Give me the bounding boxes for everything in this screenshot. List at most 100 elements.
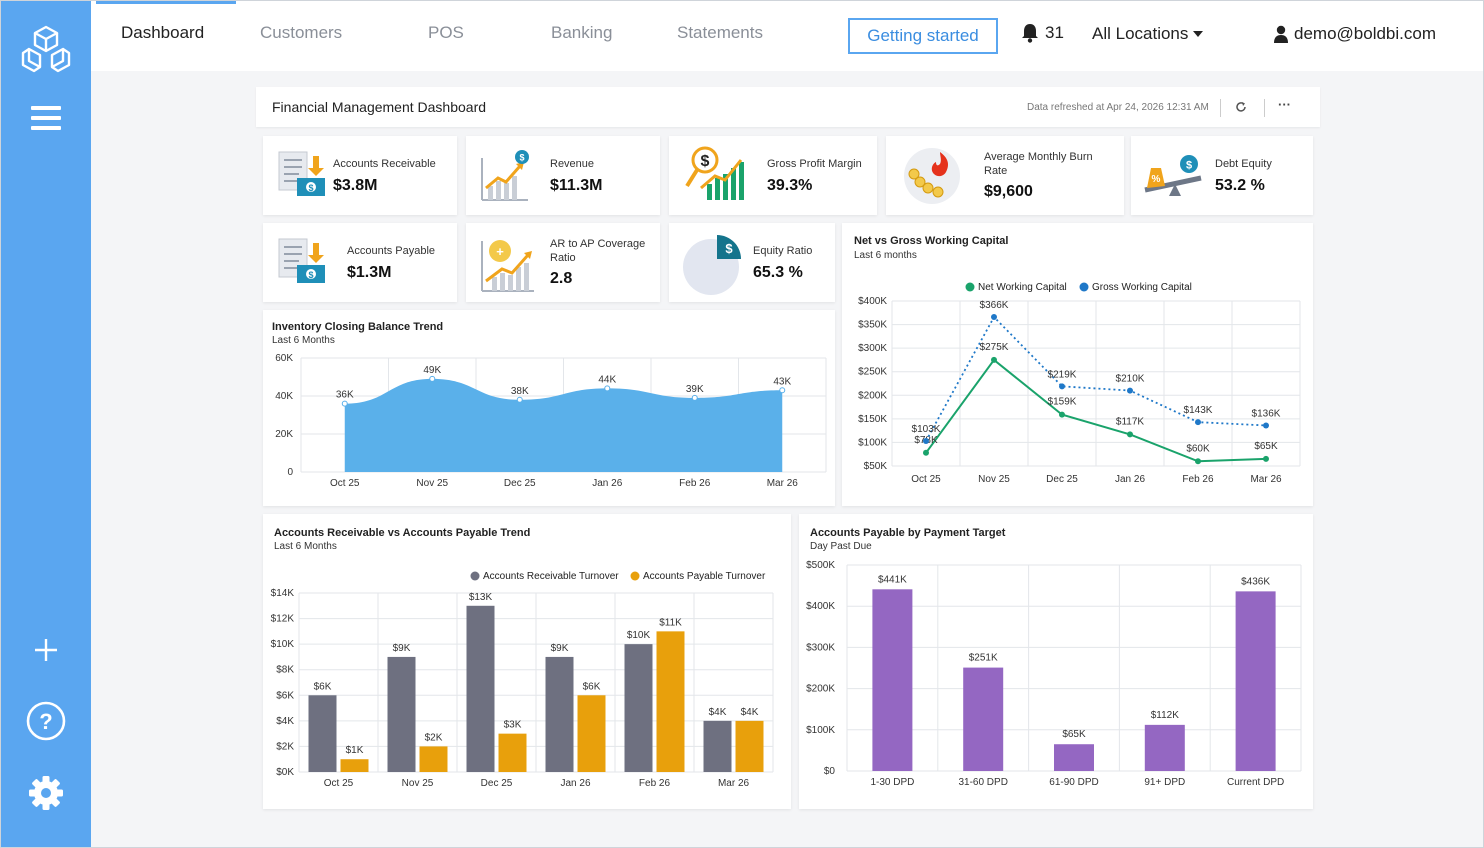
data-point xyxy=(1127,431,1133,438)
x-tick-label: Feb 26 xyxy=(1182,474,1214,485)
data-label: 44K xyxy=(598,374,616,385)
x-tick-label: Jan 26 xyxy=(560,778,590,789)
data-point xyxy=(1127,387,1133,394)
series-line-net-working-capital xyxy=(925,358,1267,463)
sidebar: ? xyxy=(1,1,91,847)
data-label: $136K xyxy=(1252,408,1281,419)
settings-gear-icon[interactable] xyxy=(1,773,91,813)
x-tick-label: Oct 25 xyxy=(330,478,360,489)
svg-text:%: % xyxy=(1152,174,1161,185)
profit-magnifier-icon: $ xyxy=(685,146,744,200)
add-icon[interactable] xyxy=(1,633,91,667)
invoice-money-icon: $ xyxy=(278,151,325,196)
legend-marker xyxy=(630,571,640,581)
kpi-label: Average Monthly Burn Rate xyxy=(984,151,1093,177)
kpi-value: 53.2 % xyxy=(1215,177,1265,194)
notification-count: 31 xyxy=(1045,23,1064,42)
kpi-gross-profit-margin[interactable]: $ Gross Profit Margin 39.3% xyxy=(669,136,877,215)
tab-dashboard[interactable]: Dashboard xyxy=(121,23,205,42)
kpi-label: AR to AP Coverage Ratio xyxy=(550,238,646,264)
svg-text:$: $ xyxy=(701,153,710,170)
ar-ap-trend-card[interactable]: Accounts Receivable vs Accounts Payable … xyxy=(263,514,791,809)
payable-target-card[interactable]: Accounts Payable by Payment Target Day P… xyxy=(799,514,1313,809)
getting-started-button[interactable]: Getting started xyxy=(848,18,998,54)
data-label: $3K xyxy=(504,720,522,731)
location-label: All Locations xyxy=(1092,24,1189,43)
tab-pos[interactable]: POS xyxy=(428,23,464,42)
chart-title: Accounts Receivable vs Accounts Payable … xyxy=(274,527,531,539)
data-point xyxy=(923,438,929,445)
menu-icon[interactable] xyxy=(1,101,91,135)
bar-ar-turnover xyxy=(466,605,495,772)
x-tick-label: 61-90 DPD xyxy=(1049,777,1098,788)
bar-payable-target xyxy=(1235,591,1276,771)
y-tick-label: $200K xyxy=(806,684,835,695)
data-label: $9K xyxy=(393,643,411,654)
notifications-button[interactable]: 31 xyxy=(1021,23,1064,43)
help-icon[interactable]: ? xyxy=(1,699,91,743)
working-capital-card[interactable]: Net vs Gross Working Capital Last 6 mont… xyxy=(842,223,1313,506)
x-tick-label: Dec 25 xyxy=(1046,474,1078,485)
bar-ap-turnover xyxy=(340,759,369,772)
y-tick-label: 60K xyxy=(275,353,293,364)
data-label: $10K xyxy=(627,630,651,641)
data-label: $4K xyxy=(741,707,759,718)
y-tick-label: $100K xyxy=(858,437,887,448)
data-label: 43K xyxy=(773,376,791,387)
inventory-trend-card[interactable]: Inventory Closing Balance Trend Last 6 M… xyxy=(263,310,835,506)
kpi-ar-to-ap-coverage-ratio[interactable]: + AR to AP Coverage Ratio 2.8 xyxy=(466,223,660,302)
legend-label: Gross Working Capital xyxy=(1092,282,1192,293)
y-tick-label: $10K xyxy=(271,639,295,650)
data-label: $436K xyxy=(1241,576,1270,587)
y-tick-label: 40K xyxy=(275,391,293,402)
bar-ap-turnover xyxy=(656,631,685,772)
chart-subtitle: Last 6 Months xyxy=(272,335,335,346)
data-label: $112K xyxy=(1151,710,1180,721)
y-tick-label: $300K xyxy=(806,642,835,653)
data-label: $2K xyxy=(425,732,443,743)
refresh-timestamp: Data refreshed at Apr 24, 2026 12:31 AM xyxy=(1027,102,1209,113)
y-tick-label: $14K xyxy=(271,588,295,599)
payable-target-chart: $0 $100K $200K $300K $400K $500K $441K 1-30 DPD… xyxy=(806,560,1302,788)
kpi-value: 65.3 % xyxy=(753,264,803,281)
kpi-label: Gross Profit Margin xyxy=(767,158,862,170)
data-label: $219K xyxy=(1048,369,1077,380)
kpi-average-monthly-burn-rate[interactable]: Average Monthly Burn Rate $9,600 xyxy=(886,136,1124,215)
user-menu[interactable]: demo@boldbi.com xyxy=(1274,24,1436,44)
data-point xyxy=(1059,411,1065,418)
kpi-accounts-receivable[interactable]: $ Accounts Receivable $3.8M xyxy=(263,136,457,215)
kpi-label: Revenue xyxy=(550,158,595,170)
bar-ar-turnover xyxy=(387,656,416,772)
data-label: $159K xyxy=(1048,397,1077,408)
bar-payable-target xyxy=(872,589,913,771)
data-label: $103K xyxy=(912,424,941,435)
kpi-equity-ratio[interactable]: $ Equity Ratio 65.3 % xyxy=(669,223,835,302)
legend-label: Accounts Payable Turnover xyxy=(643,571,766,582)
kpi-revenue[interactable]: $ Revenue $11.3M xyxy=(466,136,660,215)
location-dropdown[interactable]: All Locations xyxy=(1092,24,1204,44)
data-label: $1K xyxy=(346,745,364,756)
y-tick-label: $2K xyxy=(276,741,294,752)
tab-statements[interactable]: Statements xyxy=(677,23,763,42)
data-label: 39K xyxy=(686,384,704,395)
kpi-value: 2.8 xyxy=(550,270,573,287)
svg-text:$: $ xyxy=(1186,160,1192,172)
data-point xyxy=(991,356,997,363)
tab-customers[interactable]: Customers xyxy=(260,23,343,42)
data-label: $65K xyxy=(1254,441,1278,452)
data-label: $117K xyxy=(1116,416,1145,427)
x-tick-label: Nov 25 xyxy=(402,778,434,789)
y-tick-label: 20K xyxy=(275,429,293,440)
app-logo-icon[interactable] xyxy=(1,21,91,81)
refresh-icon[interactable] xyxy=(1235,101,1247,113)
legend-marker xyxy=(470,571,480,581)
kpi-debt-equity[interactable]: % $ Debt Equity 53.2 % xyxy=(1131,136,1313,215)
data-label: $11K xyxy=(659,617,682,628)
data-label: $13K xyxy=(469,592,493,603)
bar-ap-turnover xyxy=(735,720,764,772)
kpi-accounts-payable[interactable]: $ Accounts Payable $1.3M xyxy=(263,223,457,302)
more-options-icon[interactable]: ··· xyxy=(1278,97,1291,112)
tab-banking[interactable]: Banking xyxy=(551,23,613,42)
data-point xyxy=(1195,458,1201,465)
x-tick-label: Mar 26 xyxy=(1250,474,1282,485)
